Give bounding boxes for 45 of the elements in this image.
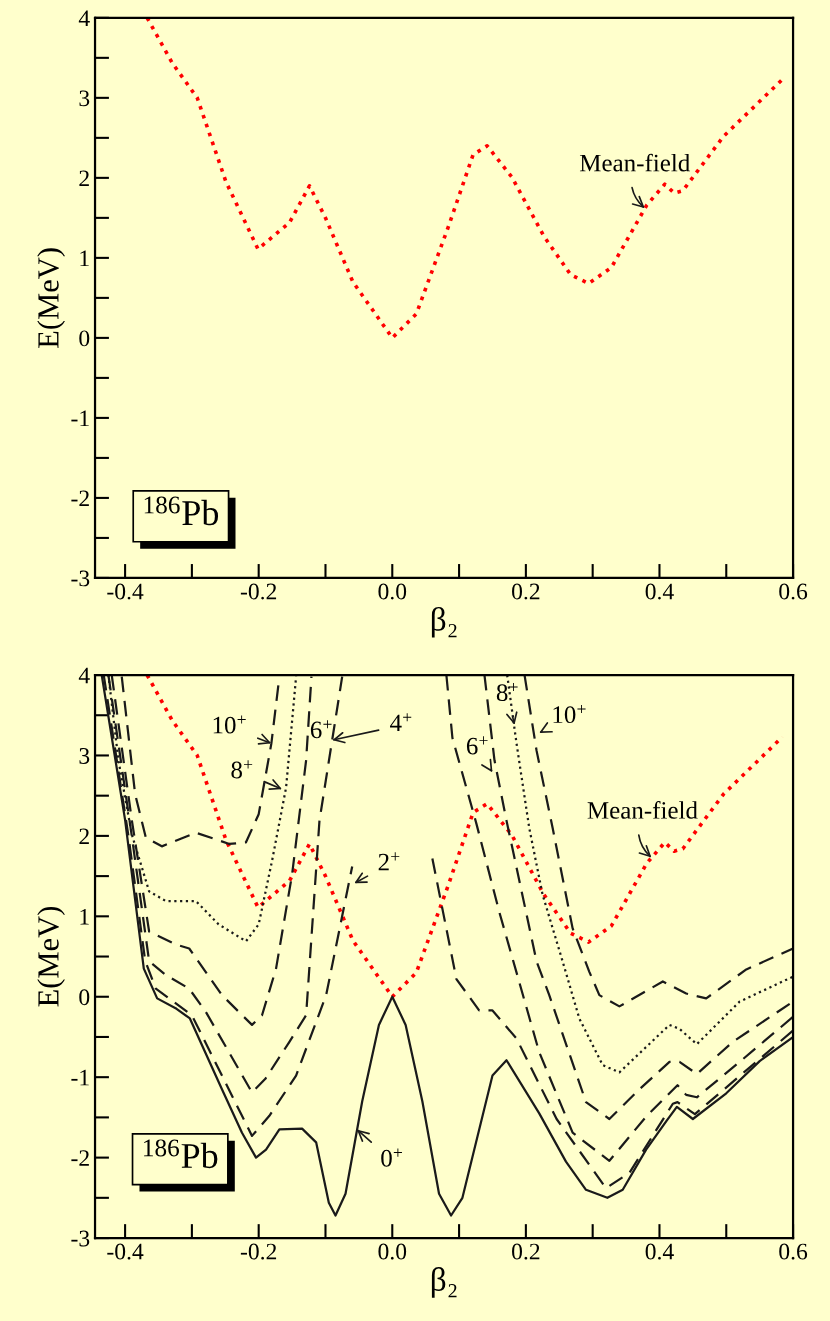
y-tick-label: 4	[78, 667, 90, 684]
y-axis-title: E(MeV)	[37, 248, 65, 348]
annotation: $^{186}$Pb	[144, 1139, 218, 1169]
x-tick-label: 0.4	[645, 1243, 674, 1260]
y-tick-label: 0	[79, 330, 90, 347]
y-tick-label: -2	[71, 1150, 89, 1166]
x-tick-label: -0.4	[107, 583, 144, 600]
y-tick-label: -3	[71, 570, 90, 587]
annotation: $^{186}$Pb	[144, 496, 219, 526]
x-axis-title: β₂	[431, 606, 457, 638]
annotation: 2$^{+}$	[378, 852, 400, 871]
annotation: 0$^{+}$	[381, 1148, 402, 1167]
y-tick-label: 0	[79, 989, 90, 1006]
y-tick-label: 3	[79, 748, 90, 764]
y-tick-label: 2	[79, 828, 89, 845]
x-tick-label: 0.6	[779, 583, 808, 600]
annotation: Mean-field	[587, 801, 698, 819]
x-tick-label: 0.6	[779, 1243, 808, 1260]
x-tick-label: 0.0	[378, 1243, 407, 1260]
y-tick-label: 3	[79, 90, 90, 107]
annotation: 6$^{+}$	[310, 720, 332, 739]
x-tick-label: -0.2	[240, 583, 277, 600]
x-tick-label: -0.4	[107, 1243, 144, 1260]
y-tick-label: 2	[79, 170, 89, 187]
x-tick-label: 0.2	[512, 583, 540, 600]
annotation: Mean-field	[579, 153, 690, 172]
y-tick-label: 1	[80, 908, 89, 925]
x-axis-title: β₂	[431, 1267, 457, 1298]
x-tick-label: 0.4	[645, 583, 674, 600]
y-tick-label: -1	[71, 1069, 89, 1086]
x-tick-label: 0.0	[378, 583, 407, 600]
y-tick-label: -2	[71, 490, 89, 507]
x-tick-label: 0.2	[512, 1243, 540, 1260]
annotation: 10$^{+}$	[553, 704, 586, 724]
y-tick-label: 1	[80, 250, 89, 267]
y-tick-label: 4	[78, 10, 90, 27]
annotation: 8$^{+}$	[231, 760, 253, 779]
y-axis-title: E(MeV)	[37, 906, 65, 1007]
annotation: 4$^{+}$	[390, 713, 412, 732]
y-tick-label: -1	[71, 410, 89, 427]
y-tick-label: -3	[71, 1230, 90, 1247]
annotation: 10$^{+}$	[213, 715, 246, 734]
x-tick-label: -0.2	[240, 1243, 277, 1260]
annotation: 6$^{+}$	[466, 736, 488, 755]
annotation: 8$^{+}$	[496, 682, 518, 702]
